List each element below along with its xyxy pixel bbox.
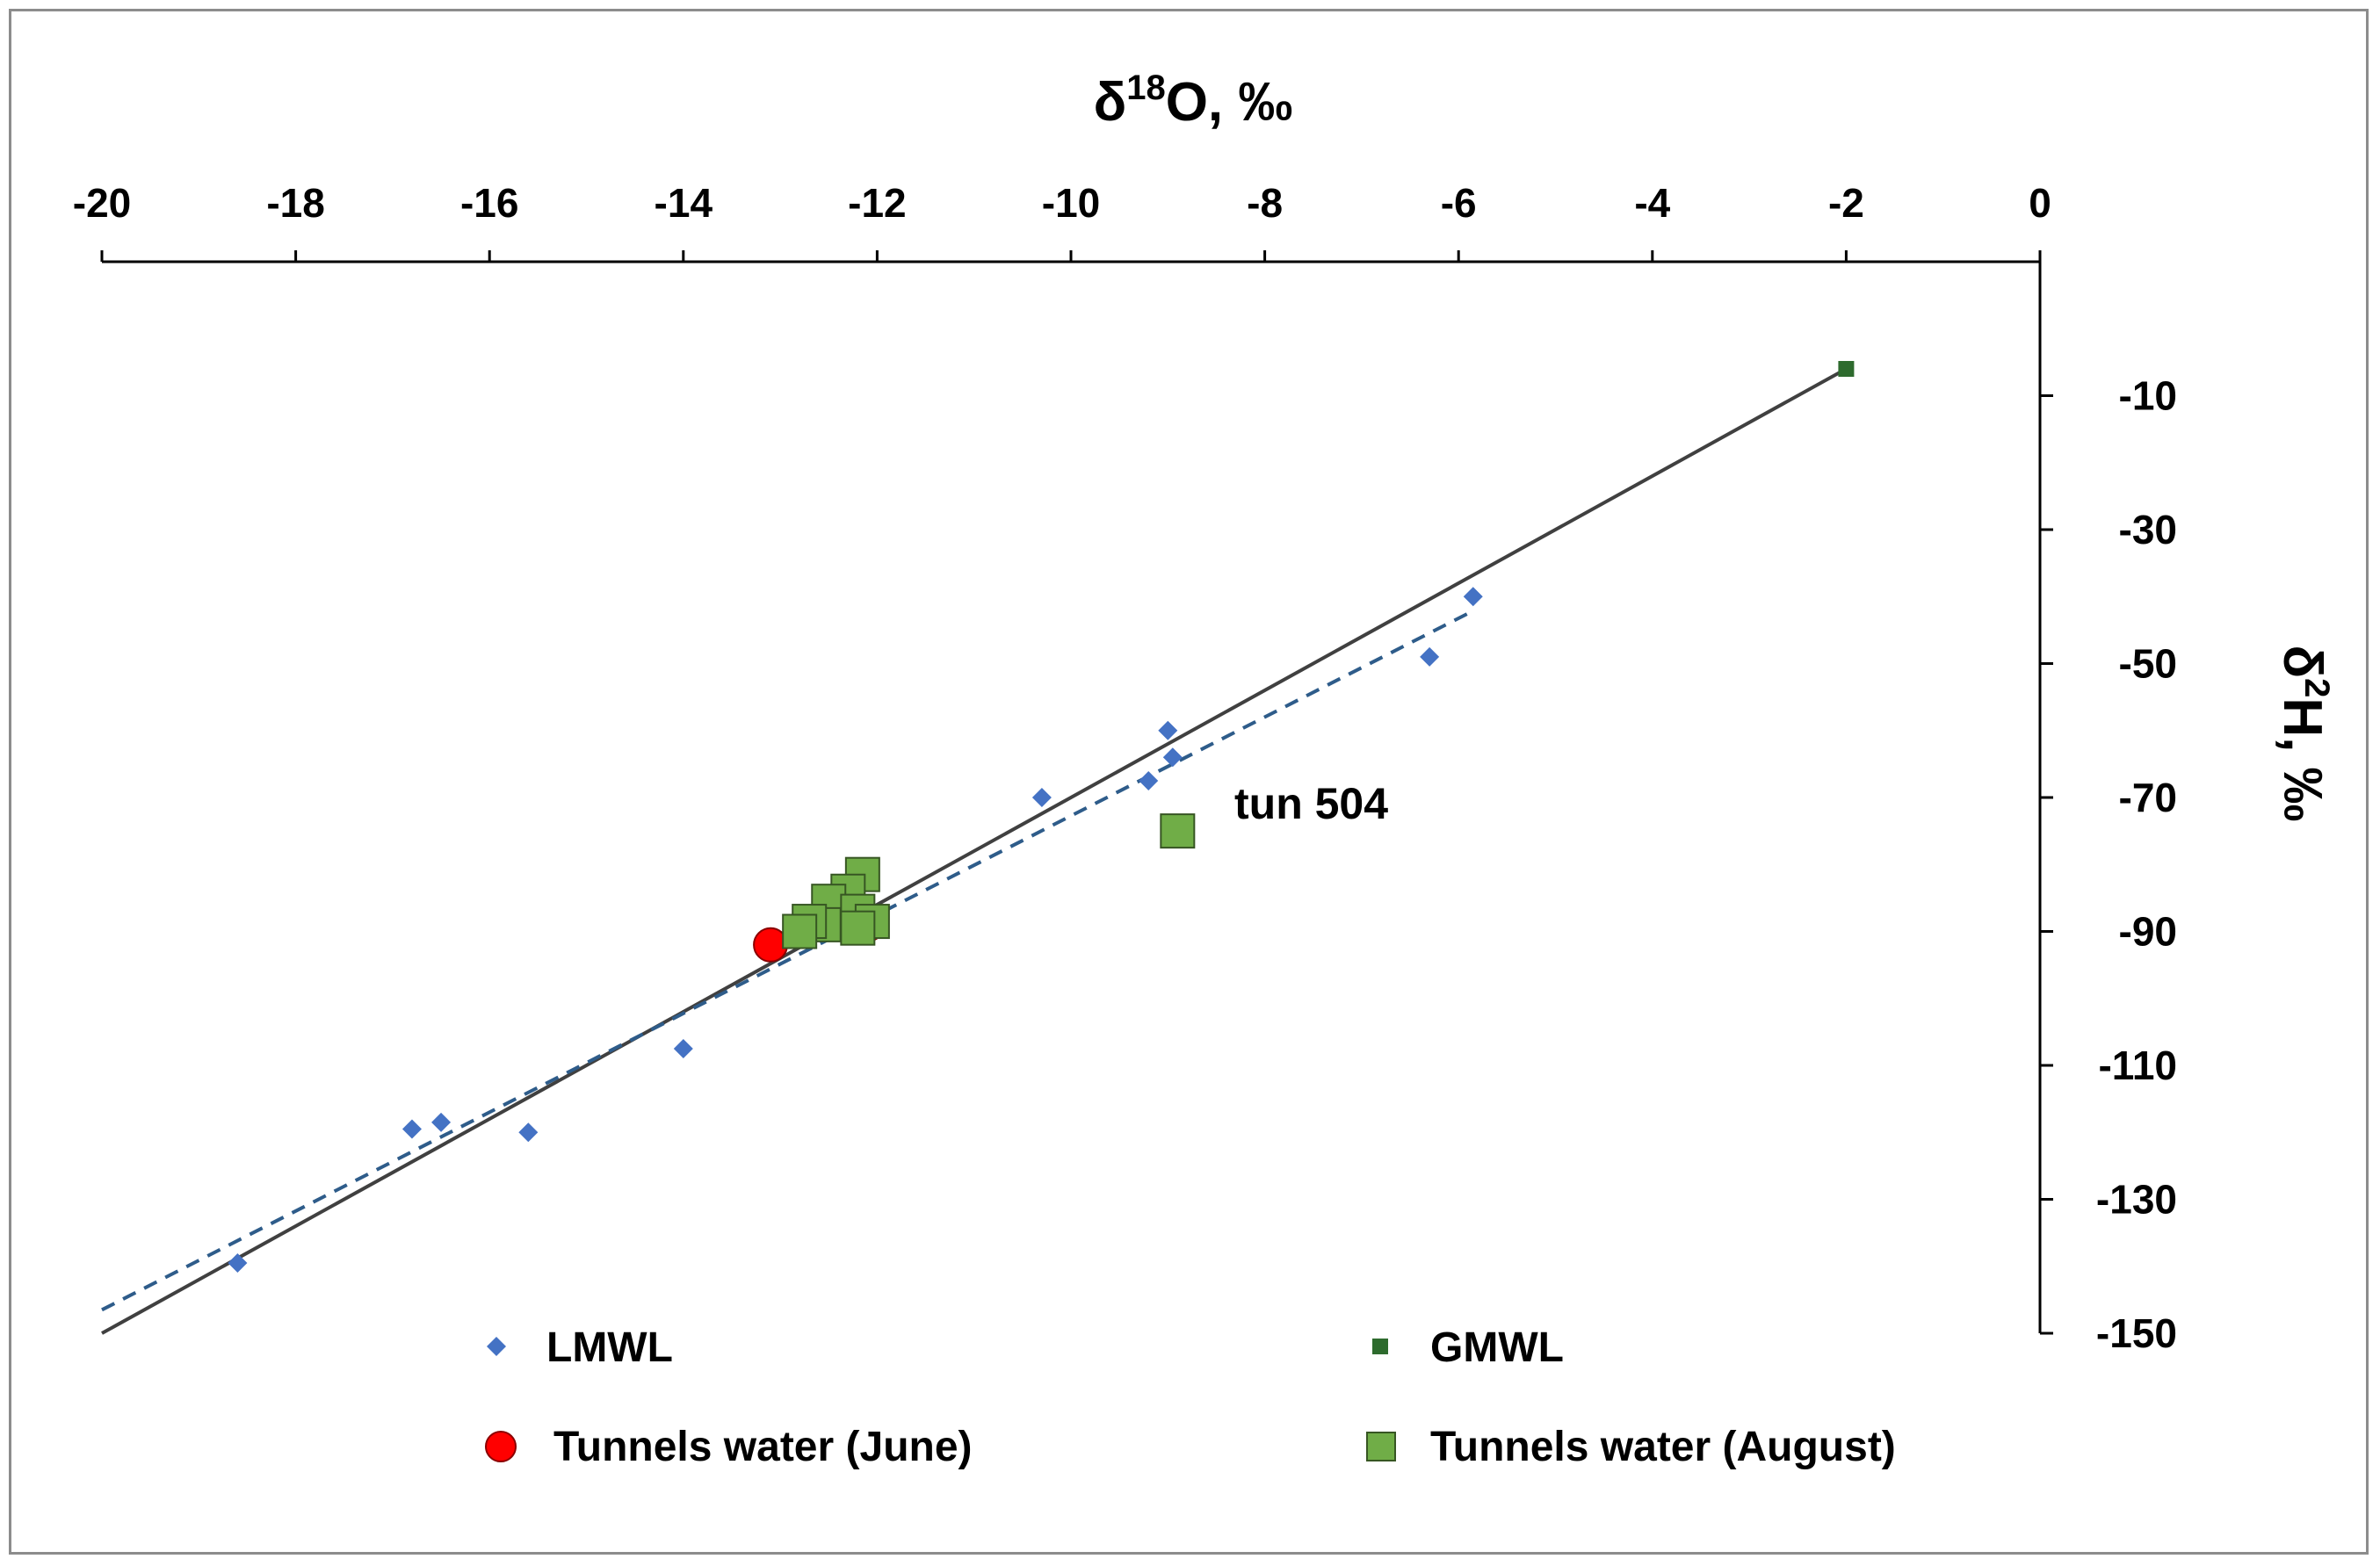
x-tick-label: -4 [1634,180,1670,226]
x-axis-title: δ18O, ‰ [1094,69,1293,133]
y-tick-label: -10 [2119,373,2177,419]
lmwl-point [1162,747,1183,768]
y-tick-label: -150 [2096,1310,2177,1356]
august-point [840,910,876,946]
august-point [782,913,818,949]
lmwl-point [1158,720,1178,740]
x-tick-label: -12 [848,180,906,226]
august-point [1160,813,1196,849]
x-tick-label: -18 [266,180,324,226]
y-tick-label: -110 [2098,1043,2177,1088]
gmwl-line [101,367,1848,1335]
lmwl-point [673,1038,693,1058]
x-tick-label: -10 [1042,180,1100,226]
y-axis-ticks: -10 -30 -50 -70 -90 -110 -130 -150 [2040,373,2177,1356]
legend-marker-june [485,1431,517,1462]
lmwl-point [1139,770,1159,790]
y-tick-label: -50 [2119,641,2177,687]
x-tick-label: -8 [1247,180,1283,226]
lmwl-point [1420,646,1440,667]
lmwl-point [228,1252,248,1273]
data-points [228,361,1855,1273]
x-tick-label: -20 [73,180,131,226]
y-tick-label: -30 [2119,507,2177,552]
y-tick-label: -130 [2096,1177,2177,1223]
lmwl-trendline [101,611,1470,1312]
lmwl-point [518,1122,539,1143]
lmwl-point [401,1119,422,1139]
x-axis-ticks: -20 -18 -16 -14 -12 -10 -8 -6 -4 -2 0 [73,180,2051,262]
legend-marker-gmwl [1372,1339,1388,1354]
x-tick-label: 0 [2029,180,2051,226]
x-tick-label: -2 [1828,180,1864,226]
legend-label-june: Tunnels water (June) [553,1424,973,1470]
legend: LMWL GMWL Tunnels water (June) Tunnels w… [485,1324,1896,1470]
x-tick-label: -16 [460,180,518,226]
legend-label-gmwl: GMWL [1430,1324,1564,1371]
regression-lines [101,367,1848,1335]
chart-frame [9,9,2369,1555]
lmwl-point [431,1112,452,1132]
y-tick-label: -70 [2119,775,2177,820]
y-tick-label: -90 [2119,909,2177,955]
legend-marker-august [1366,1432,1396,1461]
x-tick-label: -14 [655,180,713,226]
legend-label-august: Tunnels water (August) [1430,1424,1896,1470]
annotation-tun-504: tun 504 [1234,779,1388,828]
x-tick-label: -6 [1441,180,1477,226]
gmwl-point [1838,361,1855,377]
legend-label-lmwl: LMWL [546,1324,673,1371]
lmwl-point [1031,788,1052,807]
y-axis-title: δ2H, ‰ [2272,645,2336,821]
legend-marker-lmwl [487,1337,506,1356]
lmwl-point [1463,587,1483,607]
